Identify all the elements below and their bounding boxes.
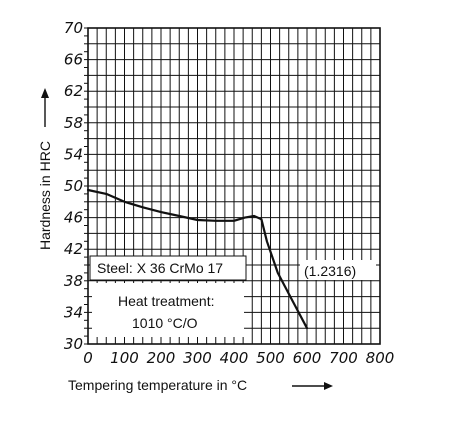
x-tick-label: 400: [220, 349, 249, 367]
y-tick-label: 62: [64, 82, 83, 100]
x-tick-label: 100: [110, 349, 139, 367]
y-tick-label: 70: [64, 19, 83, 37]
y-tick-label: 30: [64, 335, 83, 353]
y-axis-label: Hardness in HRC: [37, 141, 53, 250]
y-tick-label: 58: [64, 114, 83, 132]
y-tick-label: 38: [64, 272, 83, 290]
x-axis-label: Tempering temperature in °C: [68, 377, 247, 393]
plot-frame: [87, 27, 381, 345]
x-tick-label: 300: [183, 349, 212, 367]
annotations: Steel: X 36 CrMo 17 (1.2316) Heat treatm…: [89, 255, 376, 337]
steel-label: Steel: X 36 CrMo 17: [97, 260, 223, 276]
material-number-box: [300, 260, 376, 280]
y-tick-label: 46: [64, 209, 83, 227]
y-axis-arrowhead: [41, 88, 49, 98]
x-tick-label: 600: [293, 349, 322, 367]
heat-treatment-box: [92, 283, 244, 337]
x-tick-label: 800: [366, 349, 395, 367]
x-tick-label: 0: [83, 349, 93, 367]
y-tick-label: 42: [64, 240, 83, 258]
y-tick-label: 54: [64, 145, 83, 163]
material-number-label: (1.2316): [304, 263, 356, 279]
x-tick-label: 200: [147, 349, 176, 367]
y-tick-label: 66: [64, 51, 83, 69]
steel-box: [89, 255, 247, 281]
series-layer: [86, 188, 309, 330]
x-axis-arrowhead: [324, 382, 333, 390]
y-tick-label: 50: [64, 177, 83, 195]
x-tick-label: 500: [256, 349, 285, 367]
x-tick-label: 700: [329, 349, 358, 367]
hardness-curve: [86, 188, 309, 330]
heat-treatment-line2: 1010 °C/O: [132, 315, 198, 331]
heat-treatment-line1: Heat treatment:: [118, 293, 215, 309]
y-tick-label: 34: [64, 303, 83, 321]
tick-labels: 0 100 200 300 400 500 600 700 800 30 34 38 42 46 50 54 5…: [64, 19, 394, 367]
